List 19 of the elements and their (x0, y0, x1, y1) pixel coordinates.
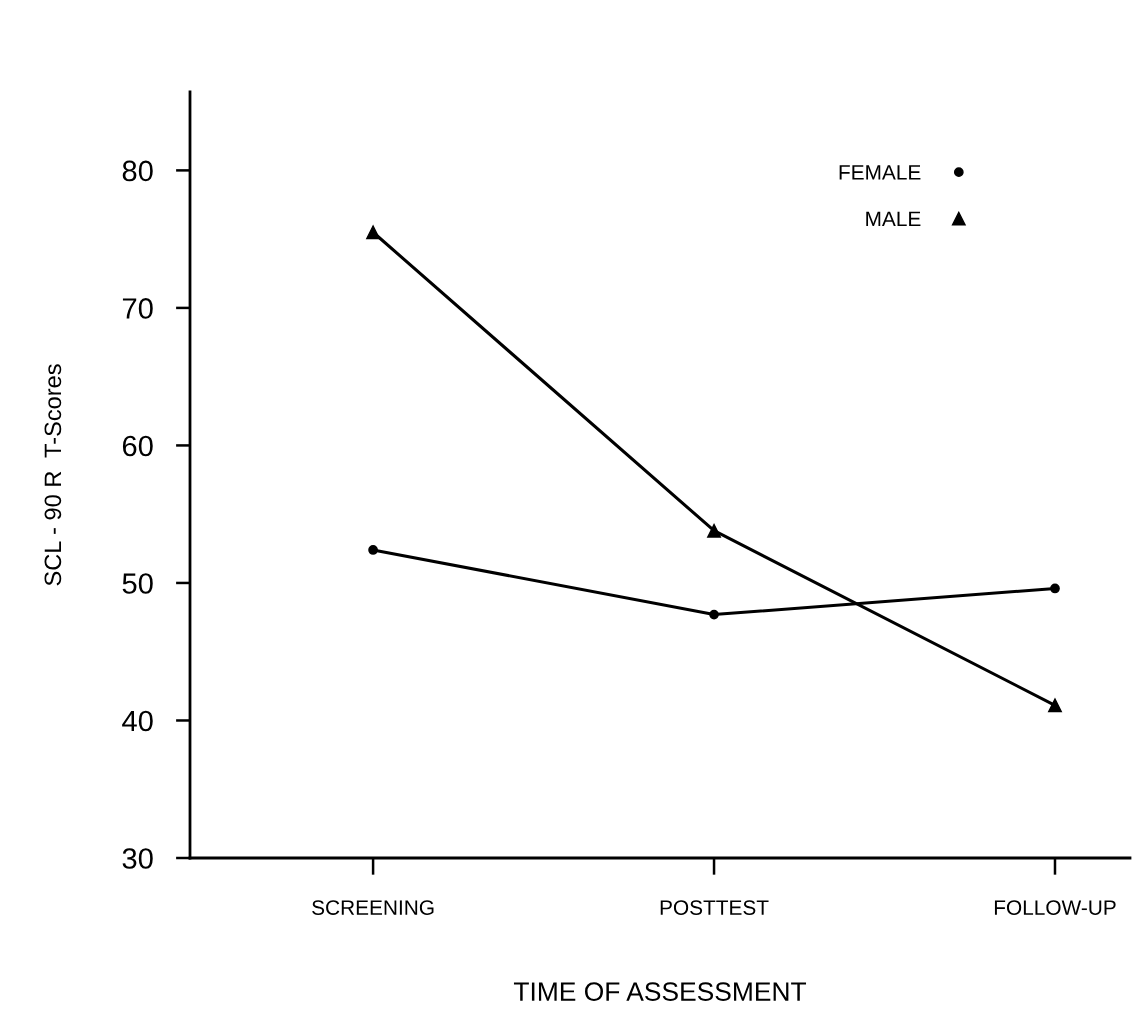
point (709, 609, 719, 620)
legend-label: MALE (866, 211, 921, 226)
y-tick-label: 60 (122, 435, 153, 457)
point (366, 225, 381, 240)
legend-label: FEMALE (839, 165, 921, 180)
x-tick-label: FOLLOW-UP (994, 900, 1116, 915)
x-axis-title: TIME OF ASSESSMENT (513, 982, 807, 1001)
x-tick-label: POSTTEST (660, 900, 769, 915)
x-tick-label: SCREENING (312, 900, 434, 915)
point (1050, 583, 1060, 594)
y-tick-label: 80 (122, 160, 153, 182)
y-tick-label: 40 (122, 710, 153, 732)
y-axis-title: SCL - 90 R T-Scores (44, 364, 62, 586)
y-tick-label: 70 (122, 298, 153, 319)
point (1048, 698, 1062, 713)
y-tick-label: 50 (122, 573, 153, 594)
point (707, 523, 721, 538)
y-tick-label: 30 (122, 848, 153, 869)
point (368, 545, 378, 555)
